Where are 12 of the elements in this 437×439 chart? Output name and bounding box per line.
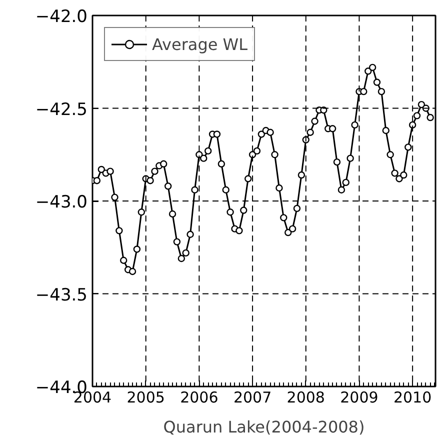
x-tick-label: 2008 [286, 388, 325, 406]
y-tick-label: −42.5 [35, 100, 88, 120]
x-tick-label: 2009 [340, 388, 378, 406]
x-axis-title: Quarun Lake(2004-2008) [163, 418, 365, 436]
y-tick-label: −42.0 [35, 7, 88, 27]
x-tick-label: 2005 [126, 388, 165, 406]
y-tick-label: −43.5 [35, 285, 88, 306]
x-tick-label: 2007 [233, 388, 272, 406]
x-tick-label: 2006 [180, 388, 218, 406]
x-tick-label: 2010 [393, 388, 432, 406]
y-tick-label: −43.0 [35, 192, 88, 212]
legend-label: Average WL [152, 34, 248, 54]
